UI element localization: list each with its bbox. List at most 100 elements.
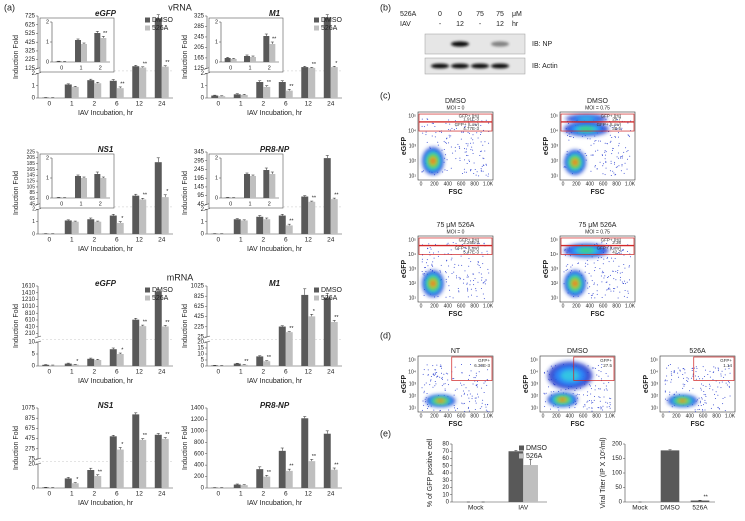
event-dot [585,159,587,161]
x-tick-label: 6 [284,101,288,108]
event-dot [463,126,465,128]
significance: ** [103,31,108,37]
significance: * [76,359,79,365]
event-dot [617,152,619,154]
event-dot [626,281,628,283]
event-dot [692,387,694,389]
significance: * [335,61,338,67]
event-dot [575,403,577,405]
y-tick-label: 25 [197,335,204,341]
event-dot [720,373,722,375]
event-dot [426,364,428,366]
x-tick-label: 1 [70,101,74,108]
blot-band [451,41,469,47]
y-tick-label: 295 [194,158,205,164]
event-dot [545,401,547,403]
blot-membrane [424,33,526,55]
y-axis-label: eGFP [643,375,650,394]
y-tick-label: 10² [409,281,417,287]
flow-subtitle: MOI = 0.75 [585,229,610,235]
x-tick-label: IAV [518,505,529,512]
event-dot [426,408,428,410]
event-dot [467,132,469,134]
y-axis-label: Induction Fold [13,304,20,348]
event-dot [422,273,424,275]
bar [250,176,256,198]
event-dot [481,406,483,408]
event-dot [437,255,439,257]
event-dot [441,378,443,380]
event-dot [427,406,429,408]
event-dot [675,391,677,393]
event-dot [567,264,569,266]
event-dot [424,267,426,269]
event-dot [467,143,469,145]
flow-title: DMSO [587,98,609,105]
event-dot [604,158,606,160]
event-dot [432,261,434,263]
event-dot [446,169,448,171]
event-dot [455,127,457,129]
event-dot [591,367,593,369]
y-tick-label: 410 [25,324,36,330]
event-dot [624,162,626,164]
event-dot [618,136,620,138]
event-dot [694,411,696,413]
y-tick-label: 10² [551,281,559,287]
section-label: vRNA [168,2,192,12]
x-tick-label: 24 [158,237,166,244]
event-dot [585,262,587,264]
event-dot [679,370,681,372]
y-tick-label: 145 [194,185,205,191]
event-dot [426,141,428,143]
x-tick-label: 2 [261,237,265,244]
x-tick-label: 0 [47,369,51,376]
event-dot [621,163,623,165]
x-tick-label: 200 [572,303,581,309]
event-dot [590,144,592,146]
significance: ** [267,80,272,86]
event-dot [592,154,594,156]
event-dot [463,250,465,252]
event-dot [447,253,449,255]
event-dot [479,407,481,409]
event-dot [565,269,567,271]
gate-name: GFP+ (Low) [455,122,480,127]
event-dot [599,396,601,398]
bar [285,332,293,366]
event-dot [474,242,476,244]
event-dot [445,154,447,156]
event-dot [487,404,489,406]
blot-cell: - [479,21,482,28]
event-dot [603,389,605,391]
y-tick-label: 10 [197,352,204,358]
gate [560,245,635,255]
y-axis-label: eGFP [543,137,550,156]
event-dot [467,289,469,291]
event-dot [480,150,482,152]
bar [161,438,169,488]
event-dot [608,261,610,263]
y-tick-label: 5 [201,358,205,364]
event-dot [606,406,608,408]
event-dot [478,242,480,244]
event-dot [616,253,618,255]
event-dot [607,375,609,377]
event-dot [443,383,445,385]
event-dot [422,400,424,402]
bar [278,215,286,234]
y-tick-label: 0 [215,59,218,65]
event-dot [470,137,472,139]
gate [573,356,615,381]
gate-value: 42.7 [612,249,621,254]
event-dot [423,404,425,406]
y-tick-label: 10⁵ [650,357,658,363]
x-tick-label: 0 [60,201,63,207]
event-dot [671,406,673,408]
x-axis-label: IAV Incubation, hr [78,246,134,253]
x-tick-label: 1.0K [625,303,636,309]
event-dot [434,380,436,382]
event-dot [441,378,443,380]
significance: * [76,477,79,483]
y-tick-label: 45 [197,202,204,208]
